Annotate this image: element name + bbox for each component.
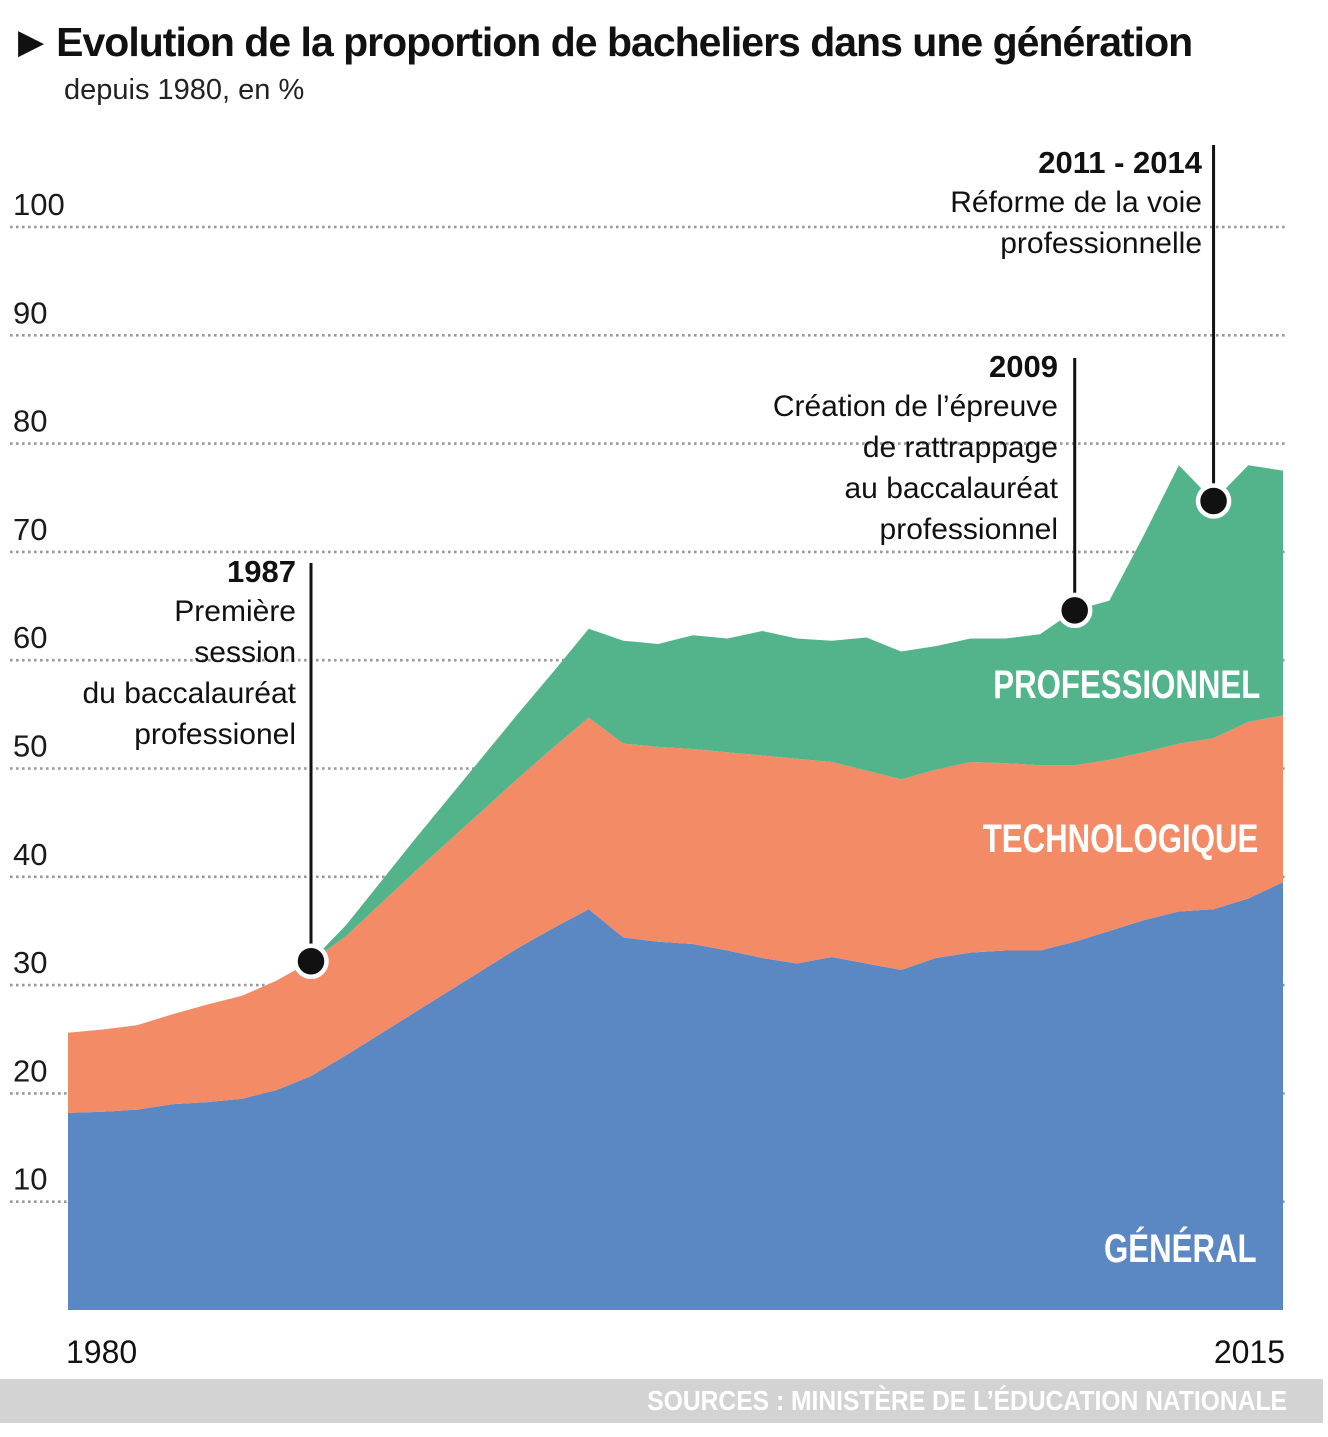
page-subtitle: depuis 1980, en % bbox=[64, 74, 305, 106]
area-professionnel bbox=[68, 465, 1283, 1033]
page-title-row: ▶ Evolution de la proportion de bachelie… bbox=[18, 19, 1193, 65]
annotation-text-line: Première bbox=[174, 595, 296, 628]
y-tick-label: 40 bbox=[13, 837, 47, 872]
annotation-text: Première session du baccalauréat profession… bbox=[0, 591, 297, 755]
area-general bbox=[68, 882, 1283, 1310]
area-label-technologique: TECHNOLOGIQUE bbox=[982, 817, 1258, 861]
footer-source: SOURCES : MINISTÈRE DE L’ÉDUCATION NATIO… bbox=[647, 1385, 1287, 1416]
area-label-professionnel: PROFESSIONNEL bbox=[993, 663, 1260, 707]
annotation-2011-2014: 2011 - 2014 Réforme de la voie profession… bbox=[784, 144, 1202, 264]
y-tick-label: 80 bbox=[13, 404, 47, 439]
annotation-text-line: professionel bbox=[134, 718, 296, 751]
x-axis-label-1980: 1980 bbox=[66, 1334, 138, 1370]
annotation-text-line: session bbox=[194, 636, 296, 669]
y-tick-label: 100 bbox=[13, 187, 65, 222]
y-tick-label: 20 bbox=[13, 1053, 47, 1088]
annotation-text-line: au baccalauréat bbox=[844, 472, 1059, 505]
annotation-text: Création de l’épreuve de rattrappage au ba… bbox=[640, 386, 1058, 550]
annotation-text-line: professionnel bbox=[879, 513, 1058, 546]
y-tick-label: 10 bbox=[13, 1162, 47, 1197]
annotation-marker-dot bbox=[293, 943, 329, 980]
annotation-text-line: professionnelle bbox=[1000, 227, 1202, 260]
y-tick-label: 90 bbox=[13, 295, 47, 330]
y-tick-label: 30 bbox=[13, 945, 47, 980]
annotation-year-label: 1987 bbox=[227, 554, 296, 589]
annotation-marker-dot bbox=[1056, 592, 1093, 629]
annotation-year-label: 2011 - 2014 bbox=[1038, 145, 1202, 180]
annotation-marker-dot bbox=[1195, 483, 1232, 519]
area-technologique bbox=[68, 715, 1283, 1113]
x-axis-label-2015: 2015 bbox=[1213, 1334, 1285, 1370]
annotation-text: Réforme de la voie professionnelle bbox=[784, 182, 1202, 264]
annotation-text-line: du baccalauréat bbox=[82, 677, 297, 710]
area-label-general: GÉNÉRAL bbox=[1104, 1227, 1257, 1271]
page-title: Evolution de la proportion de bacheliers… bbox=[56, 19, 1193, 65]
annotation-text-line: Création de l’épreuve bbox=[772, 390, 1058, 423]
annotation-1987: 1987 Première session du baccalauréat profe… bbox=[0, 553, 297, 755]
annotation-text-line: Réforme de la voie bbox=[950, 186, 1202, 219]
title-arrow-icon: ▶ bbox=[18, 22, 45, 62]
y-tick-label: 70 bbox=[13, 512, 47, 547]
y-tick-label: 50 bbox=[13, 729, 47, 764]
annotation-year-label: 2009 bbox=[989, 349, 1058, 384]
y-tick-label: 60 bbox=[13, 620, 47, 655]
annotation-2009: 2009 Création de l’épreuve de rattrappage… bbox=[640, 348, 1058, 550]
footer-bar: SOURCES : MINISTÈRE DE L’ÉDUCATION NATIO… bbox=[0, 1379, 1323, 1423]
annotation-text-line: de rattrappage bbox=[862, 431, 1058, 464]
